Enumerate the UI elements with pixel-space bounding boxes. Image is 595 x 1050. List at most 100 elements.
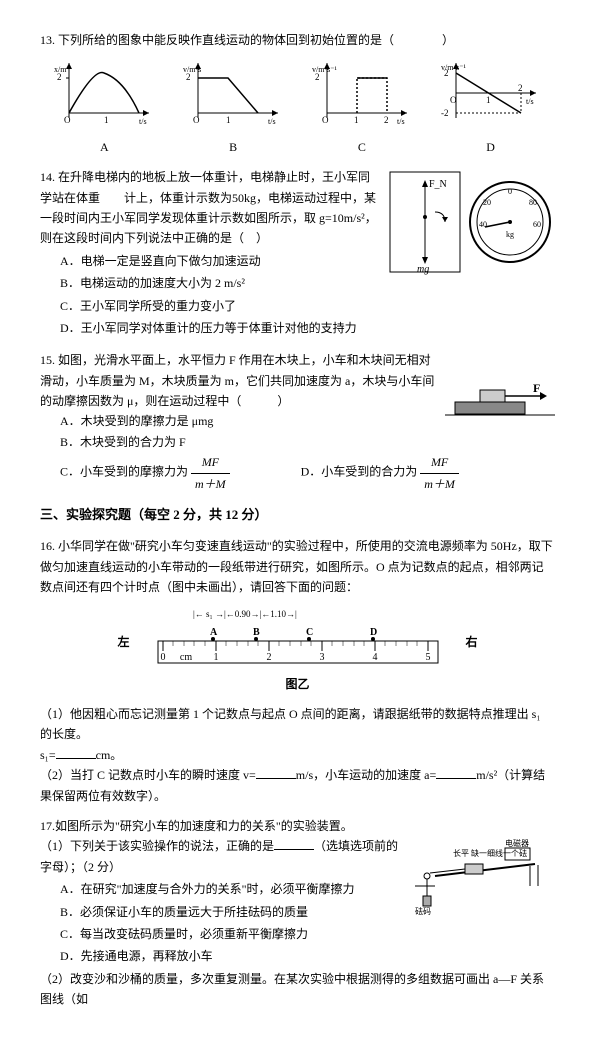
ruler-svg: |← s₁ →|←0.90→|←1.10→| A B C D (148, 607, 448, 667)
blank-a[interactable] (436, 766, 476, 779)
graph-d-svg: 2 -2 v/m·s⁻¹ t/s O 1 2 (441, 58, 541, 128)
svg-text:v/m·s⁻¹: v/m·s⁻¹ (312, 65, 337, 74)
blank-s1[interactable] (56, 746, 96, 759)
scale-diagram: F_N mg 0 20 80 40 60 kg (385, 167, 555, 277)
svg-text:v/m·s⁻¹: v/m·s⁻¹ (441, 63, 466, 72)
q15-opt-d-wrap: D．小车受到的合力为 MF m＋M (301, 452, 539, 494)
svg-text:cm: cm (179, 652, 191, 663)
q14-opt-c: C．王小军同学所受的重力变小了 (60, 296, 555, 316)
svg-text:4: 4 (372, 652, 377, 663)
graph-a-label: A (54, 137, 154, 157)
q16-sub2: （2）当打 C 记数点时小车的瞬时速度 v=m/s，小车运动的加速度 a=m/s… (40, 765, 555, 806)
svg-text:1: 1 (104, 115, 109, 125)
q16-sub2-mid: m/s，小车运动的加速度 a= (296, 768, 436, 782)
svg-text:砝码: 砝码 (415, 906, 431, 916)
svg-text:C: C (306, 627, 313, 638)
svg-text:t/s: t/s (139, 117, 147, 126)
svg-text:D: D (370, 627, 377, 638)
s1-label: s₁= (40, 748, 56, 762)
blank-q17-1[interactable] (274, 837, 314, 850)
graph-d-label: D (441, 137, 541, 157)
s1-unit: cm。 (96, 748, 123, 762)
q16-text: 16. 小华同学在做"研究小车匀变速直线运动"的实验过程中，所使用的交流电源频率… (40, 536, 555, 597)
svg-text:v/m·s: v/m·s (183, 65, 201, 74)
svg-text:1: 1 (213, 652, 218, 663)
question-13: 13. 下列所给的图象中能反映作直线运动的物体回到初始位置的是（ ） 2 x/m… (40, 30, 555, 157)
graph-c: 2 v/m·s⁻¹ t/s O 1 2 C (312, 58, 412, 157)
q16-sub1: （1）他因粗心而忘记测量第 1 个记数点与起点 O 点间的距离，请跟据纸带的数据… (40, 704, 555, 745)
svg-text:F_N: F_N (429, 179, 447, 190)
svg-text:mg: mg (417, 264, 429, 275)
svg-text:1: 1 (486, 95, 491, 105)
svg-text:t/s: t/s (526, 97, 534, 106)
blank-v[interactable] (256, 766, 296, 779)
svg-text:3: 3 (319, 652, 324, 663)
svg-text:0: 0 (508, 187, 512, 196)
svg-text:1: 1 (354, 115, 359, 125)
q13-graphs: 2 x/m t/s O 1 A 2 v/m·s t/s O 1 (40, 58, 555, 157)
svg-text:2: 2 (518, 83, 523, 93)
svg-text:O: O (193, 115, 200, 125)
graph-c-label: C (312, 137, 412, 157)
q15-opt-b: B．木块受到的合力为 F (60, 432, 298, 452)
apparatus-svg: 电磁器 长平 缺一细线一个砝 砝码 (415, 836, 555, 916)
svg-text:80: 80 (529, 198, 537, 207)
svg-text:O: O (450, 95, 457, 105)
q15-formula-c: MF m＋M (191, 452, 230, 494)
svg-text:2: 2 (266, 652, 271, 663)
q13-text: 13. 下列所给的图象中能反映作直线运动的物体回到初始位置的是（ ） (40, 30, 555, 50)
svg-text:1: 1 (226, 115, 231, 125)
svg-text:60: 60 (533, 220, 541, 229)
q17-diagram: 电磁器 长平 缺一细线一个砝 砝码 (415, 836, 555, 922)
svg-text:t/s: t/s (397, 117, 405, 126)
q14-opt-d: D．王小军同学对体重计的压力等于体重计对他的支持力 (60, 318, 555, 338)
graph-c-svg: 2 v/m·s⁻¹ t/s O 1 2 (312, 58, 412, 128)
q15-opt-c: C．小车受到的摩擦力为 (60, 465, 188, 479)
svg-text:-2: -2 (441, 108, 449, 118)
q15-opt-c-wrap: C．小车受到的摩擦力为 MF m＋M (60, 452, 298, 494)
svg-text:20: 20 (483, 198, 491, 207)
q16-s1-line: s₁= cm。 (40, 745, 555, 765)
ruler-caption: 图乙 (118, 674, 478, 694)
q15-opt-a: A．木块受到的摩擦力是 μmg (60, 411, 298, 431)
graph-a-svg: 2 x/m t/s O 1 (54, 58, 154, 128)
svg-text:长平 缺一细线一个砝: 长平 缺一细线一个砝 (453, 848, 527, 858)
section-3-title: 三、实验探究题（每空 2 分，共 12 分） (40, 504, 555, 526)
svg-text:t/s: t/s (268, 117, 276, 126)
question-14: F_N mg 0 20 80 40 60 kg 14. 在升降电梯内的地板上 (40, 167, 555, 340)
svg-text:5: 5 (425, 652, 430, 663)
svg-text:O: O (64, 115, 71, 125)
svg-text:kg: kg (506, 230, 514, 239)
svg-text:A: A (210, 627, 218, 638)
q15-diagram: F (445, 380, 555, 426)
question-15: F 15. 如图，光滑水平面上，水平恒力 F 作用在木块上，小车和木块间无相对滑… (40, 350, 555, 494)
question-16: 16. 小华同学在做"研究小车匀变速直线运动"的实验过程中，所使用的交流电源频率… (40, 536, 555, 806)
q17-opt-d: D．先接通电源，再释放小车 (60, 946, 555, 966)
graph-b: 2 v/m·s t/s O 1 B (183, 58, 283, 157)
question-17: 17.如图所示为"研究小车的加速度和力的关系"的实验装置。 电磁器 长平 缺一细… (40, 816, 555, 1010)
ruler-left: 左 (118, 632, 130, 652)
graph-b-svg: 2 v/m·s t/s O 1 (183, 58, 283, 128)
svg-text:x/m: x/m (54, 65, 67, 74)
svg-text:B: B (253, 627, 260, 638)
svg-text:0: 0 (160, 652, 165, 663)
graph-d: 2 -2 v/m·s⁻¹ t/s O 1 2 D (441, 58, 541, 157)
cart-diagram: F (445, 380, 555, 420)
svg-text:|← s₁ →|←0.90→|←1.10→|: |← s₁ →|←0.90→|←1.10→| (193, 609, 297, 619)
q15-opt-d: D．小车受到的合力为 (301, 465, 418, 479)
svg-text:40: 40 (479, 220, 487, 229)
q16-ruler: 左 右 |← s₁ →|←0.90→|←1.10→| A B C D (118, 607, 478, 694)
q15-opts-row2: C．小车受到的摩擦力为 MF m＋M D．小车受到的合力为 MF m＋M (60, 452, 555, 494)
q15-formula-d: MF m＋M (420, 452, 459, 494)
q17-opt-c: C．每当改变砝码质量时，必须重新平衡摩擦力 (60, 924, 555, 944)
svg-text:电磁器: 电磁器 (505, 838, 529, 848)
ruler-right: 右 (465, 632, 477, 652)
graph-b-label: B (183, 137, 283, 157)
q16-sub2-pre: （2）当打 C 记数点时小车的瞬时速度 v (40, 768, 249, 782)
svg-text:O: O (322, 115, 329, 125)
svg-text:2: 2 (384, 115, 389, 125)
q14-diagram: F_N mg 0 20 80 40 60 kg (385, 167, 555, 283)
graph-a: 2 x/m t/s O 1 A (54, 58, 154, 157)
q17-sub2: （2）改变沙和沙桶的质量，多次重复测量。在某次实验中根据测得的多组数据可画出 a… (40, 969, 555, 1010)
q17-text: 17.如图所示为"研究小车的加速度和力的关系"的实验装置。 (40, 816, 555, 836)
